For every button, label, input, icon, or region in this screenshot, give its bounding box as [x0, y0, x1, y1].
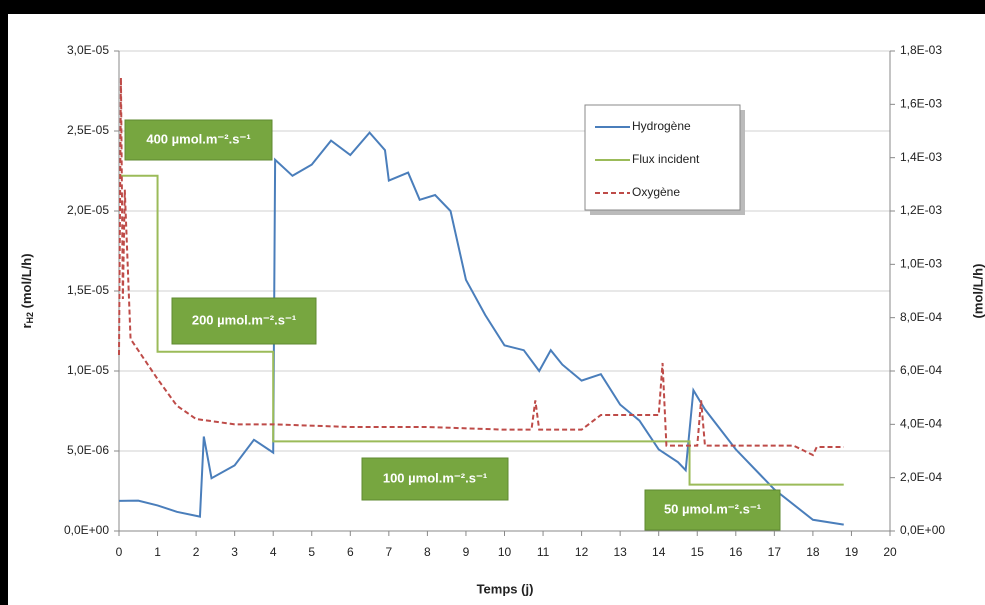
x-axis-label: Temps (j) — [477, 581, 534, 596]
annotation: 200 µmol.m⁻².s⁻¹ — [192, 312, 296, 327]
x-tick-label: 16 — [729, 545, 743, 559]
y2-tick-label: 8,0E-04 — [900, 310, 942, 324]
legend — [584, 104, 741, 211]
annotation: 50 µmol.m⁻².s⁻¹ — [664, 501, 761, 516]
x-tick-label: 4 — [270, 545, 277, 559]
legend-label: Hydrogène — [632, 119, 691, 133]
annotation-box — [171, 297, 317, 345]
y2-axis-label: (mol/L/h) — [970, 264, 985, 319]
x-tick-label: 9 — [463, 545, 470, 559]
x-tick-label: 11 — [537, 545, 550, 559]
y-tick-label: 5,0E-06 — [67, 443, 109, 457]
x-tick-label: 14 — [652, 545, 666, 559]
x-tick-label: 7 — [386, 545, 393, 559]
legend-label: Flux incident — [632, 152, 700, 166]
y-label-main: r — [19, 323, 34, 328]
y-tick-label: 2,0E-05 — [67, 203, 109, 217]
x-tick-label: 19 — [845, 545, 859, 559]
x-tick-label: 2 — [193, 545, 200, 559]
y-tick-label: 1,0E-05 — [67, 363, 109, 377]
y-axis-label: rH2 (mol/L/h) — [19, 253, 35, 328]
x-tick-label: 3 — [231, 545, 238, 559]
y2-tick-label: 1,2E-03 — [900, 203, 942, 217]
annotation: 400 µmol.m⁻².s⁻¹ — [146, 131, 250, 146]
x-tick-label: 10 — [498, 545, 512, 559]
x-tick-label: 8 — [424, 545, 431, 559]
x-tick-label: 18 — [806, 545, 820, 559]
y-tick-label: 3,0E-05 — [67, 43, 109, 57]
annotation-box — [124, 119, 273, 161]
y-tick-label: 1,5E-05 — [67, 283, 109, 297]
legend-label: Oxygène — [632, 185, 680, 199]
y2-tick-label: 1,6E-03 — [900, 97, 942, 111]
x-tick-label: 5 — [308, 545, 315, 559]
y2-tick-label: 4,0E-04 — [900, 417, 942, 431]
y2-tick-label: 1,8E-03 — [900, 43, 942, 57]
annotation-box — [361, 457, 509, 501]
y-tick-label: 0,0E+00 — [64, 523, 109, 537]
series-line — [119, 174, 844, 486]
x-tick-label: 6 — [347, 545, 354, 559]
x-tick-label: 12 — [575, 545, 589, 559]
y2-tick-label: 0,0E+00 — [900, 523, 945, 537]
x-tick-label: 13 — [613, 545, 627, 559]
y-label-sub: H2 — [25, 312, 35, 324]
y2-tick-label: 6,0E-04 — [900, 363, 942, 377]
x-tick-label: 15 — [691, 545, 705, 559]
frame-left — [0, 0, 8, 605]
y-tick-label: 2,5E-05 — [67, 123, 109, 137]
x-tick-label: 20 — [883, 545, 897, 559]
y-label-unit: (mol/L/h) — [19, 253, 34, 312]
x-tick-label: 17 — [768, 545, 782, 559]
annotation: 100 µmol.m⁻².s⁻¹ — [383, 470, 487, 485]
frame-top — [0, 0, 985, 14]
x-tick-label: 1 — [154, 545, 161, 559]
series-line — [118, 77, 844, 457]
y2-tick-label: 1,0E-03 — [900, 257, 942, 271]
x-tick-label: 0 — [116, 545, 123, 559]
series-line — [118, 131, 844, 526]
annotation-box — [644, 489, 781, 531]
y2-tick-label: 1,4E-03 — [900, 150, 942, 164]
y2-tick-label: 2,0E-04 — [900, 470, 942, 484]
